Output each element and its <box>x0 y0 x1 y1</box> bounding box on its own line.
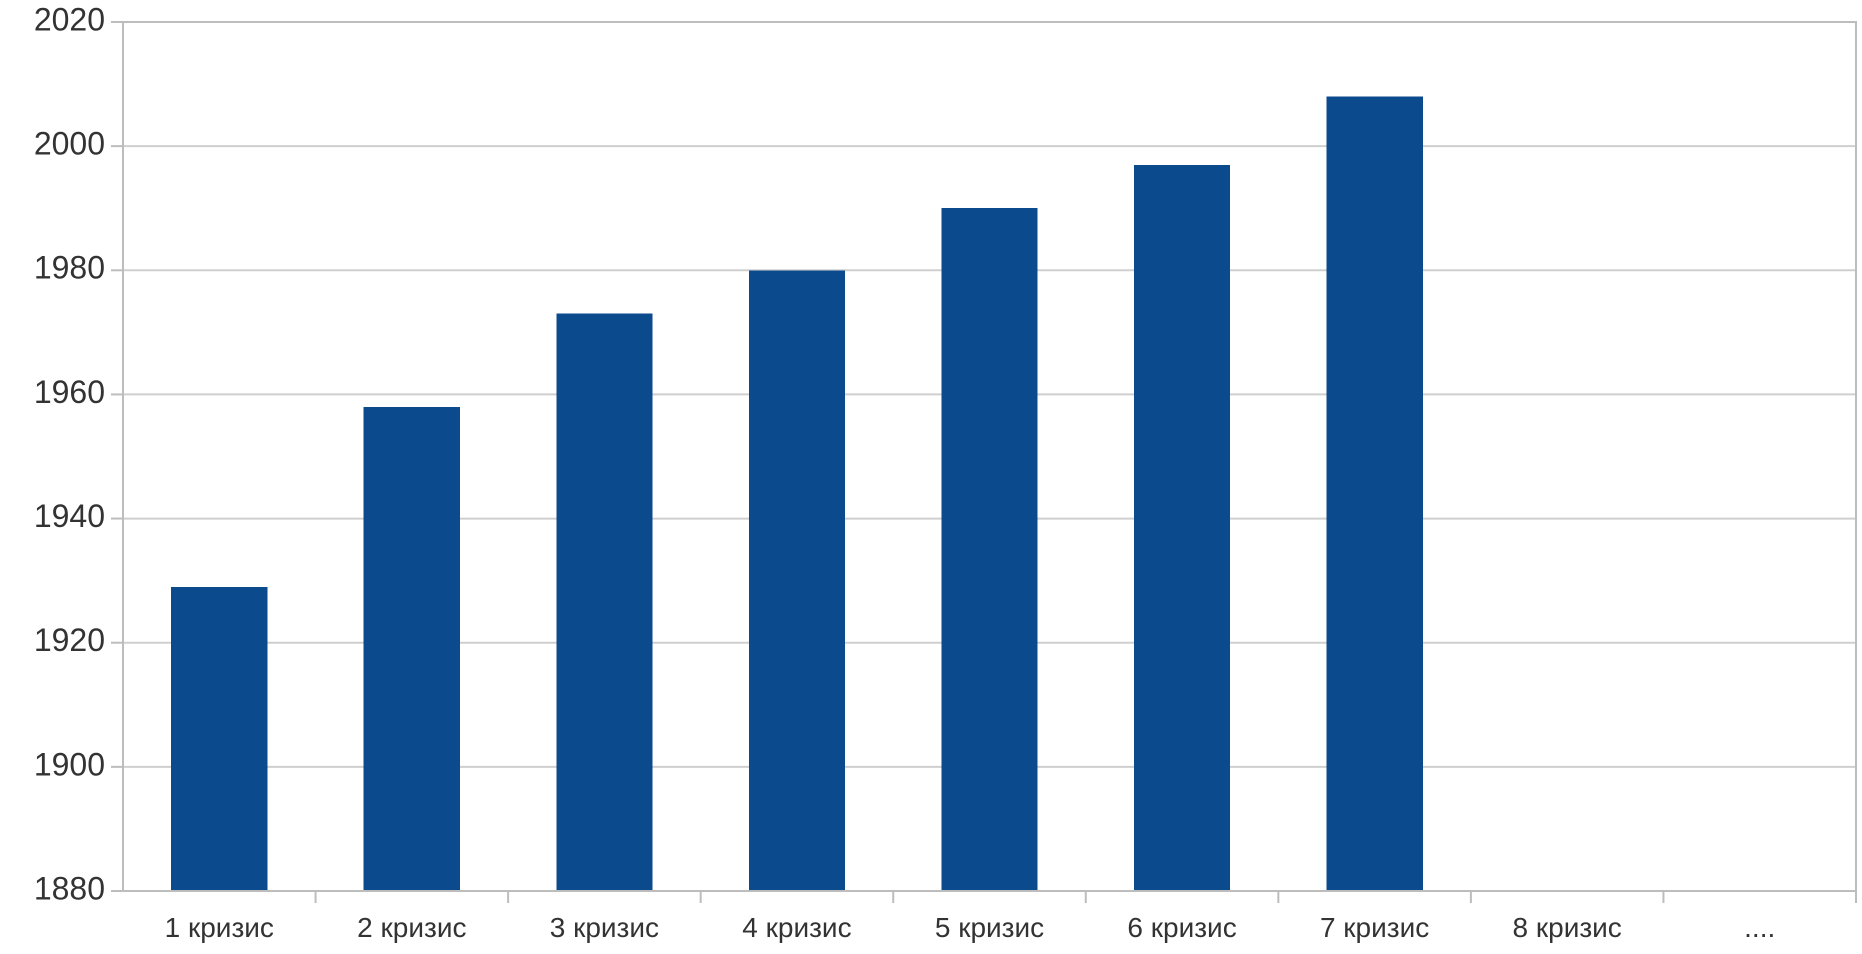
x-tick-label: 5 кризис <box>935 912 1044 943</box>
y-tick-label: 1880 <box>34 870 105 906</box>
x-tick-label: 1 кризис <box>165 912 274 943</box>
y-tick-label: 1980 <box>34 250 105 286</box>
y-tick-label: 1900 <box>34 746 105 782</box>
bar <box>363 406 460 891</box>
bars-layer <box>171 96 1423 891</box>
bar <box>556 313 653 891</box>
y-tick-label: 1920 <box>34 622 105 658</box>
bar <box>1326 96 1423 891</box>
x-tick-label: 8 кризис <box>1513 912 1622 943</box>
labels-layer: 1880 1900 1920 1940 1960 1980 2000 2020 1 кризис… <box>34 1 1775 943</box>
y-tick-label: 1960 <box>34 374 105 410</box>
x-tick-label: 7 кризис <box>1320 912 1429 943</box>
x-tick-label: 4 кризис <box>742 912 851 943</box>
y-tick-label: 2020 <box>34 1 105 37</box>
axes-layer <box>111 21 1857 903</box>
x-tick-label: 2 кризис <box>357 912 466 943</box>
bar <box>941 208 1038 891</box>
y-tick-label: 2000 <box>34 126 105 162</box>
bar <box>171 586 268 891</box>
bar <box>1133 164 1231 891</box>
x-tick-label: .... <box>1744 912 1775 943</box>
x-tick-label: 6 кризис <box>1127 912 1236 943</box>
x-tick-label: 3 кризис <box>550 912 659 943</box>
y-tick-label: 1940 <box>34 498 105 534</box>
plot-area-frame <box>122 21 1857 892</box>
bar <box>748 270 846 891</box>
